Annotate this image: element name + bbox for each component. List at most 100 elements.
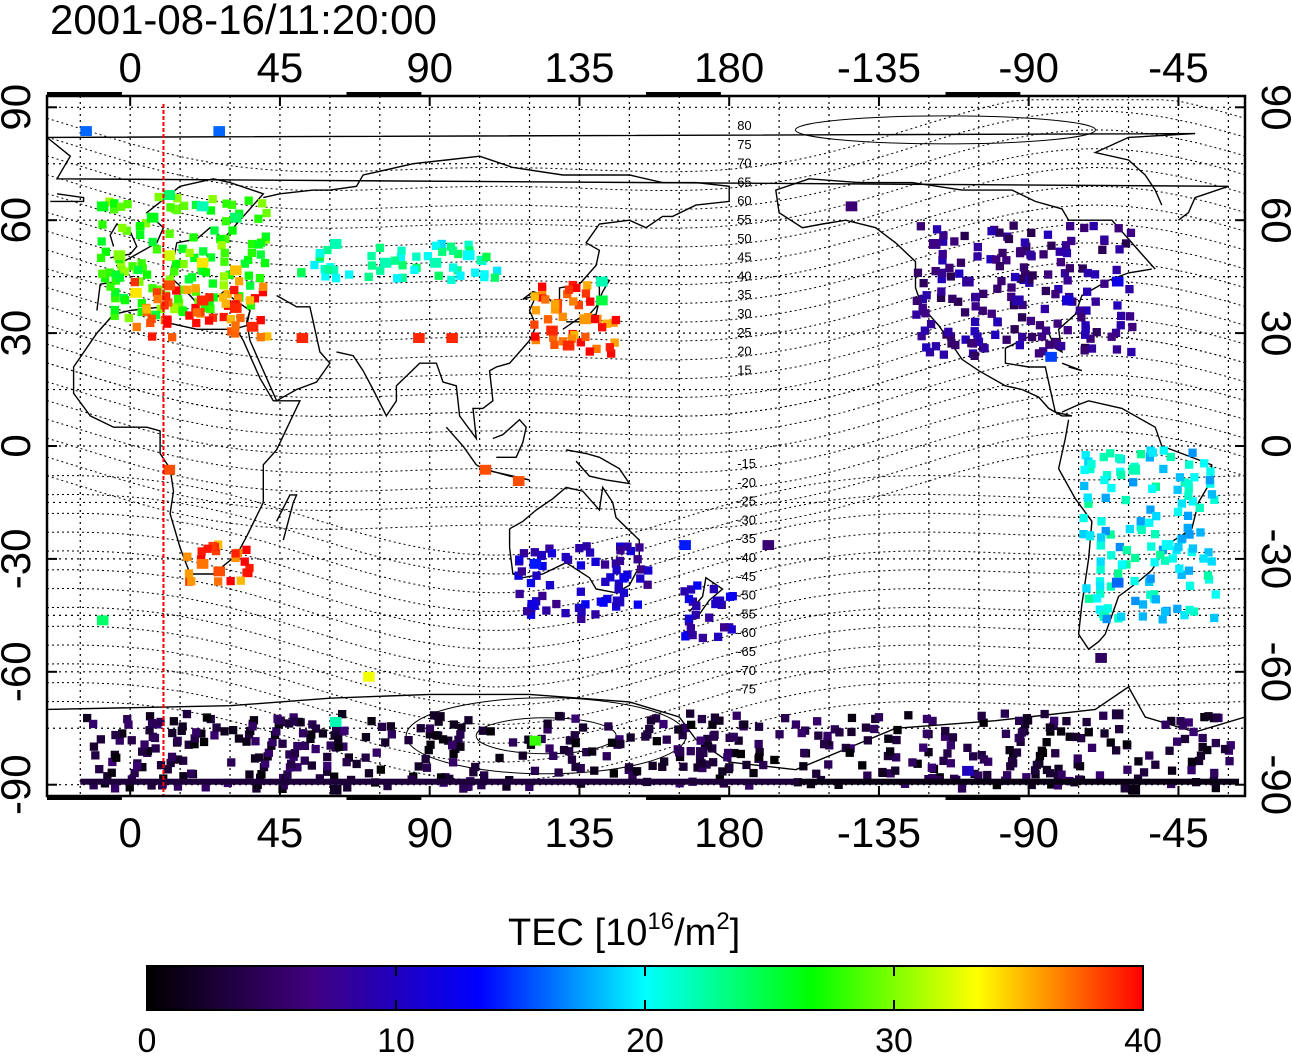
tec-cell — [170, 267, 179, 276]
tec-cell — [278, 739, 287, 748]
tec-sample-cell — [80, 126, 92, 136]
tec-cell — [576, 764, 585, 773]
tec-cell — [1187, 757, 1197, 766]
tec-cell — [983, 770, 992, 780]
tec-cell — [937, 274, 946, 284]
contour-label-south: -60 — [737, 625, 756, 640]
tec-sample-cell — [163, 464, 176, 475]
tec-sample-cell — [329, 717, 342, 727]
left-tick-label: 0 — [0, 434, 39, 457]
tec-cell — [210, 731, 219, 740]
tec-cell — [446, 242, 455, 251]
tec-cell — [219, 272, 229, 281]
tec-cell — [922, 291, 931, 300]
tec-cell — [154, 192, 163, 202]
tec-cell — [217, 241, 226, 250]
tec-cell — [173, 736, 182, 745]
top-tick-label: 45 — [257, 44, 304, 91]
antarctic-strip-cell — [479, 778, 491, 785]
tec-cell — [171, 259, 181, 268]
tec-cell — [523, 607, 532, 616]
antarctic-strip-cell — [459, 778, 471, 785]
tec-cell — [1116, 321, 1125, 330]
tec-cell — [1000, 709, 1009, 718]
tec-cell — [938, 256, 947, 265]
tec-cell — [381, 738, 390, 747]
tec-cell — [1045, 723, 1054, 732]
tec-cell — [110, 205, 119, 214]
tec-cell — [431, 241, 440, 250]
tec-cell — [1022, 714, 1032, 723]
antarctic-strip-cell — [349, 778, 361, 785]
tec-cell — [928, 716, 937, 726]
tec-cell — [1085, 531, 1095, 540]
tec-cell — [1207, 557, 1216, 566]
tec-cell — [122, 226, 131, 235]
tec-sample-cell — [1128, 464, 1141, 475]
tec-cell — [1017, 728, 1027, 737]
tec-sample-cell — [845, 201, 858, 212]
tec-cell — [1087, 459, 1096, 469]
tec-cell — [683, 630, 692, 640]
tec-cell — [449, 263, 458, 272]
tec-cell — [770, 755, 779, 765]
top-tick-label: 90 — [406, 44, 453, 91]
antarctic-strip-cell — [1058, 778, 1070, 785]
tec-cell — [1129, 478, 1138, 487]
tec-cell — [1034, 349, 1044, 358]
tec-cell — [1207, 490, 1217, 499]
tec-cell — [1106, 449, 1115, 458]
tec-cell — [1020, 719, 1030, 728]
tec-cell — [614, 579, 623, 588]
tec-cell — [992, 780, 1001, 790]
tec-cell — [884, 734, 893, 743]
tec-cell — [128, 262, 137, 271]
tec-cell — [1037, 332, 1047, 341]
tec-cell — [652, 737, 661, 746]
tec-cell — [1121, 239, 1131, 248]
tec-cell — [331, 274, 341, 283]
tec-cell — [643, 730, 652, 739]
tec-cell — [204, 316, 214, 325]
bottom-tick-label: -135 — [837, 809, 921, 856]
tec-cell — [1203, 571, 1213, 580]
antarctic-strip-cell — [90, 778, 101, 785]
tec-cell — [206, 253, 216, 262]
tec-cell — [633, 555, 642, 564]
tec-cell — [984, 757, 993, 766]
tec-cell — [1035, 751, 1045, 761]
tec-cell — [438, 247, 447, 256]
tec-cell — [1203, 745, 1212, 755]
tec-cell — [874, 713, 884, 722]
tec-cell — [110, 199, 119, 208]
tec-sample-cell — [296, 333, 309, 343]
tec-cell — [604, 722, 613, 731]
tec-cell — [742, 760, 751, 770]
bottom-tick-label: 135 — [544, 809, 614, 856]
tec-cell — [151, 744, 160, 753]
tec-cell — [1020, 238, 1029, 247]
tec-cell — [1180, 734, 1190, 744]
coastline-segment — [47, 132, 1229, 221]
tec-sample-cell — [546, 325, 558, 336]
tec-cell — [170, 204, 180, 213]
tec-cell — [151, 310, 161, 320]
tec-cell — [691, 610, 700, 619]
tec-cell — [318, 729, 328, 738]
tec-cell — [91, 751, 100, 760]
coastline-segment — [275, 494, 298, 541]
tec-cell — [1185, 530, 1194, 539]
tec-cell — [675, 748, 684, 757]
tec-sample-cell — [130, 287, 142, 298]
tec-cell — [1043, 230, 1053, 239]
tec-cell — [543, 725, 552, 734]
tec-cell — [948, 733, 958, 742]
tec-cell — [414, 762, 423, 771]
tec-cell — [946, 332, 956, 341]
tec-sample-cell — [762, 540, 775, 550]
tec-cell — [1061, 241, 1071, 250]
antarctic-strip-cell — [719, 778, 730, 785]
tec-cell — [343, 783, 352, 792]
tec-sample-cell — [230, 212, 242, 223]
